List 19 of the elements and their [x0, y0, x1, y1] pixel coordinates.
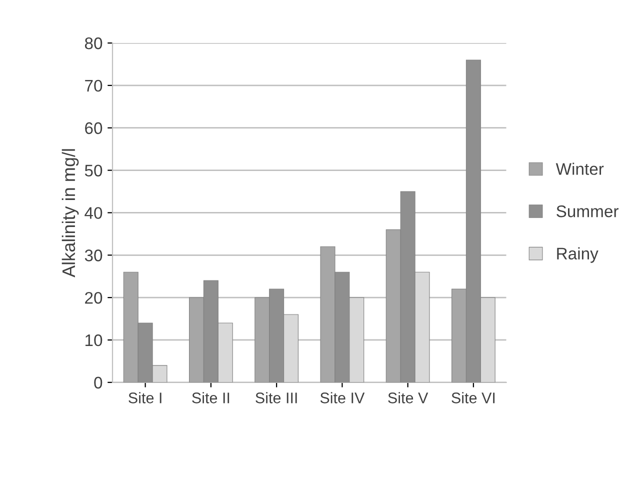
y-tick-label: 70: [85, 80, 102, 92]
x-tick-label: Site III: [256, 392, 297, 404]
x-tick-label: Site V: [388, 392, 428, 404]
legend-label: Rainy: [557, 247, 598, 263]
x-tick-label: Site II: [192, 392, 230, 404]
y-tick-label: 0: [94, 376, 102, 389]
legend-label: Winter: [556, 162, 604, 175]
y-tick-label: 20: [85, 292, 102, 304]
x-tick-label: Site VI: [452, 392, 495, 404]
y-tick-label: 30: [84, 250, 102, 262]
legend-label: Summer: [556, 205, 618, 218]
y-tick-label: 80: [84, 37, 102, 50]
y-axis-title: Alkalinity in mg/l: [62, 149, 79, 278]
x-tick-label: Site IV: [320, 392, 365, 404]
y-tick-label: 60: [85, 122, 102, 134]
y-tick-label: 50: [84, 164, 102, 176]
y-tick-label: 40: [84, 207, 102, 219]
y-tick-label: 10: [86, 334, 102, 346]
x-tick-label: Site I: [128, 392, 162, 404]
